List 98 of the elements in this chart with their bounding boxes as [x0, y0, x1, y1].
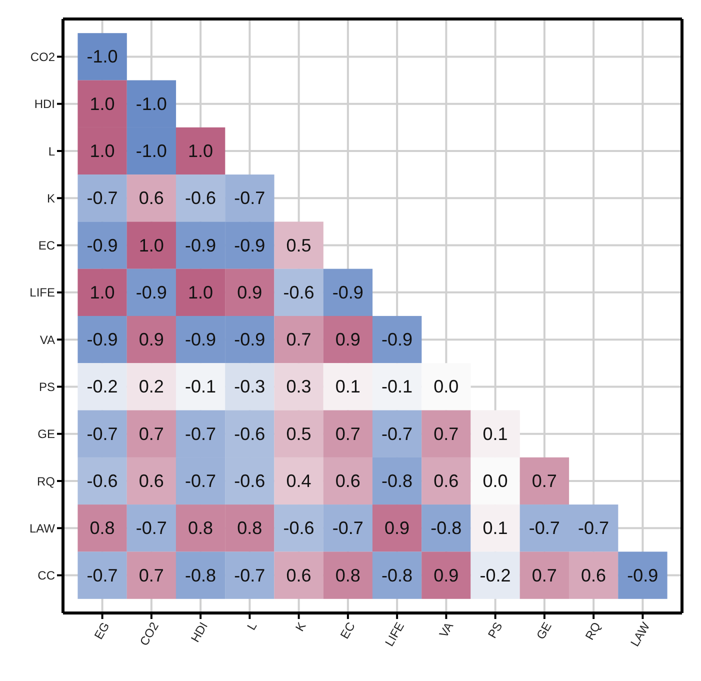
data-label: -0.6	[86, 471, 118, 491]
data-label: -0.7	[382, 424, 413, 444]
data-label: -1.0	[136, 94, 167, 114]
data-label: -0.1	[382, 376, 413, 397]
data-label: -0.8	[185, 565, 216, 586]
y-tick-label: K	[46, 191, 55, 206]
data-label: -0.9	[185, 330, 216, 350]
data-label: 0.7	[138, 565, 164, 586]
data-label: 1.0	[188, 141, 214, 161]
data-label: 0.8	[188, 518, 214, 538]
data-label: -0.6	[234, 471, 266, 491]
data-label: 0.1	[482, 424, 508, 444]
data-label: 0.9	[335, 330, 360, 350]
data-label: -0.8	[430, 518, 462, 538]
y-tick-label: HDI	[34, 97, 55, 112]
data-label: -0.7	[332, 518, 364, 538]
data-label: 0.4	[286, 471, 312, 491]
x-tick-label: VA	[436, 620, 456, 640]
data-label: 0.5	[286, 424, 312, 444]
data-label: 0.0	[434, 376, 459, 397]
data-label: 1.0	[90, 94, 115, 114]
data-label: -0.9	[136, 282, 167, 302]
y-tick-label: CC	[38, 568, 56, 583]
data-label: 0.6	[138, 188, 164, 208]
data-label: 0.8	[90, 518, 115, 538]
data-label: -0.7	[185, 471, 216, 491]
data-label: 0.0	[482, 471, 508, 491]
data-label: 0.8	[237, 518, 262, 538]
data-label: -0.9	[86, 235, 118, 256]
data-label: 1.0	[90, 141, 115, 161]
data-label: -1.0	[86, 46, 118, 67]
data-label: -0.7	[185, 424, 216, 444]
data-label: -0.7	[528, 518, 560, 538]
data-label: 0.1	[482, 518, 508, 538]
data-label: -0.6	[185, 188, 216, 208]
data-label: 0.7	[532, 471, 557, 491]
data-label: 0.7	[335, 424, 360, 444]
data-label: -0.7	[136, 518, 167, 538]
y-tick-label: PS	[38, 380, 55, 394]
y-tick-label: LIFE	[30, 286, 55, 300]
data-label: -0.2	[86, 376, 118, 397]
data-label: -0.9	[234, 235, 266, 256]
x-tick-label: RQ	[582, 620, 604, 642]
data-label: 0.7	[532, 565, 557, 586]
data-label: 0.7	[434, 424, 459, 444]
data-label: 0.6	[434, 471, 459, 491]
data-label: 0.6	[286, 565, 312, 586]
data-label: 0.9	[138, 330, 164, 350]
data-label: -0.7	[234, 188, 266, 208]
data-label: 0.7	[138, 424, 164, 444]
data-label: 1.0	[90, 282, 115, 302]
data-label: 0.7	[286, 330, 312, 350]
data-label: -0.9	[332, 282, 364, 302]
x-tick-label: GE	[534, 620, 554, 642]
data-label: -0.6	[283, 282, 314, 302]
x-tick-label: K	[292, 620, 309, 634]
data-label: -0.6	[234, 424, 266, 444]
y-tick-label: VA	[40, 332, 55, 347]
data-label: 0.6	[138, 471, 164, 491]
x-tick-label: EG	[91, 620, 112, 642]
data-label: -0.8	[382, 565, 413, 586]
x-tick-label: PS	[485, 620, 506, 641]
data-label: -0.7	[234, 565, 266, 586]
data-label: 1.0	[138, 235, 164, 256]
data-label: 0.8	[335, 565, 360, 586]
data-label: 0.3	[286, 376, 312, 397]
data-label: 0.6	[581, 565, 606, 586]
data-label: 0.5	[286, 235, 312, 256]
y-tick-label: CO2	[30, 50, 56, 64]
data-label: -0.1	[185, 376, 216, 397]
y-tick-label: L	[48, 144, 56, 158]
y-tick-label: LAW	[29, 521, 56, 536]
data-label: -0.2	[480, 565, 511, 586]
data-label: -0.6	[283, 518, 314, 538]
data-label: -0.9	[627, 565, 658, 586]
y-tick-label: EC	[38, 238, 56, 253]
data-label: -0.9	[234, 330, 266, 350]
data-label: 0.9	[384, 518, 410, 538]
data-label: -0.8	[382, 471, 413, 491]
data-label: -0.7	[86, 424, 118, 444]
data-label: 0.9	[434, 565, 459, 586]
data-label: -0.7	[86, 188, 118, 208]
data-label: -0.9	[185, 235, 216, 256]
data-label: 1.0	[188, 282, 214, 302]
x-tick-label: EC	[337, 619, 358, 642]
data-label: 0.1	[335, 376, 360, 397]
x-tick-label: L	[244, 619, 260, 633]
data-label: -0.3	[234, 376, 266, 397]
data-label: -0.7	[578, 518, 610, 538]
y-tick-label: RQ	[37, 474, 55, 488]
data-label: 0.2	[138, 376, 164, 397]
data-label: -0.9	[86, 330, 118, 350]
data-label: 0.6	[335, 471, 360, 491]
y-tick-label: GE	[38, 427, 55, 442]
data-label: -0.7	[86, 565, 118, 586]
data-label: -0.9	[382, 330, 413, 350]
data-label: 0.9	[237, 282, 262, 302]
data-label: -1.0	[136, 141, 167, 161]
